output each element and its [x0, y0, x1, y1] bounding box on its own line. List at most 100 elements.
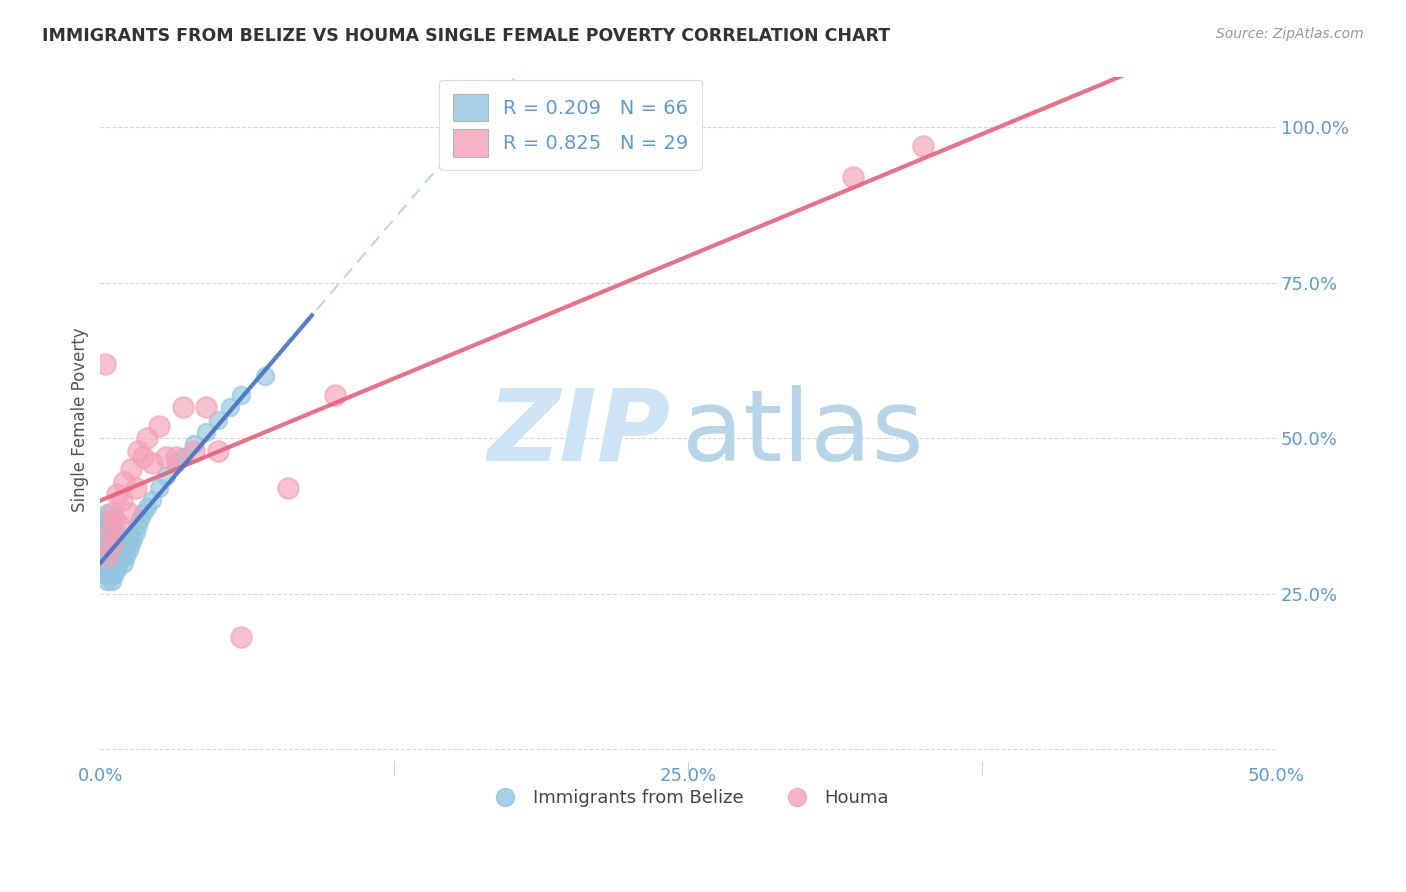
Point: [94, 357, 117, 371]
Point: [129, 512, 152, 526]
Point: [231, 388, 253, 402]
Point: [218, 400, 240, 414]
Point: [112, 475, 135, 489]
Point: [148, 418, 170, 433]
Point: [108, 556, 131, 570]
Point: [98, 568, 121, 582]
Point: [105, 524, 128, 539]
Point: [112, 556, 135, 570]
Point: [183, 437, 205, 451]
Point: [96, 549, 118, 564]
Text: IMMIGRANTS FROM BELIZE VS HOUMA SINGLE FEMALE POVERTY CORRELATION CHART: IMMIGRANTS FROM BELIZE VS HOUMA SINGLE F…: [42, 27, 890, 45]
Point: [101, 512, 124, 526]
Point: [842, 169, 865, 184]
Point: [96, 574, 118, 589]
Point: [195, 425, 218, 439]
Point: [98, 543, 121, 558]
Point: [96, 537, 118, 551]
Point: [101, 506, 124, 520]
Point: [141, 493, 163, 508]
Point: [165, 456, 187, 470]
Text: ZIP: ZIP: [488, 384, 671, 482]
Point: [94, 518, 117, 533]
Point: [96, 562, 118, 576]
Point: [96, 549, 118, 564]
Point: [172, 450, 194, 464]
Point: [183, 443, 205, 458]
Point: [277, 481, 299, 495]
Point: [94, 543, 117, 558]
Point: [124, 481, 146, 495]
Point: [101, 574, 124, 589]
Point: [253, 369, 276, 384]
Point: [96, 556, 118, 570]
Point: [127, 443, 149, 458]
Point: [231, 631, 253, 645]
Point: [110, 537, 132, 551]
Point: [91, 512, 114, 526]
Point: [103, 543, 125, 558]
Point: [108, 518, 131, 533]
Point: [96, 543, 118, 558]
Point: [91, 549, 114, 564]
Point: [120, 462, 142, 476]
Point: [131, 506, 153, 520]
Point: [127, 518, 149, 533]
Point: [98, 556, 121, 570]
Point: [141, 456, 163, 470]
Text: Source: ZipAtlas.com: Source: ZipAtlas.com: [1216, 27, 1364, 41]
Point: [91, 531, 114, 545]
Point: [117, 506, 139, 520]
Point: [103, 568, 125, 582]
Point: [101, 537, 124, 551]
Point: [115, 537, 138, 551]
Point: [325, 388, 347, 402]
Point: [122, 531, 145, 545]
Point: [96, 524, 118, 539]
Point: [105, 487, 128, 501]
Point: [207, 443, 229, 458]
Point: [117, 531, 139, 545]
Point: [110, 549, 132, 564]
Point: [96, 512, 118, 526]
Point: [105, 537, 128, 551]
Point: [136, 500, 159, 514]
Point: [105, 562, 128, 576]
Point: [105, 549, 128, 564]
Point: [96, 518, 118, 533]
Point: [912, 139, 935, 153]
Point: [101, 562, 124, 576]
Point: [120, 537, 142, 551]
Point: [112, 537, 135, 551]
Point: [103, 531, 125, 545]
Point: [108, 543, 131, 558]
Point: [98, 518, 121, 533]
Point: [115, 549, 138, 564]
Y-axis label: Single Female Poverty: Single Female Poverty: [72, 327, 89, 512]
Point: [94, 556, 117, 570]
Point: [110, 493, 132, 508]
Point: [98, 531, 121, 545]
Point: [98, 524, 121, 539]
Point: [101, 537, 124, 551]
Point: [96, 506, 118, 520]
Point: [103, 556, 125, 570]
Point: [108, 531, 131, 545]
Point: [148, 481, 170, 495]
Point: [155, 468, 177, 483]
Text: atlas: atlas: [682, 384, 924, 482]
Legend: Immigrants from Belize, Houma: Immigrants from Belize, Houma: [481, 782, 896, 814]
Point: [207, 412, 229, 426]
Point: [101, 524, 124, 539]
Point: [101, 549, 124, 564]
Point: [165, 450, 187, 464]
Point: [195, 400, 218, 414]
Point: [117, 543, 139, 558]
Point: [172, 400, 194, 414]
Point: [94, 568, 117, 582]
Point: [103, 512, 125, 526]
Point: [94, 531, 117, 545]
Point: [136, 431, 159, 445]
Point: [155, 450, 177, 464]
Point: [124, 524, 146, 539]
